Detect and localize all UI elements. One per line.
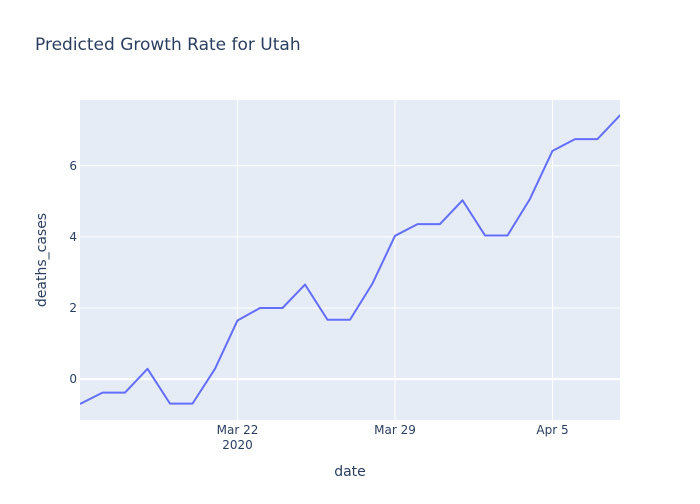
x-tick-label: Mar 22 [217, 423, 259, 437]
chart-title: Predicted Growth Rate for Utah [35, 35, 301, 55]
y-tick-label: 2 [69, 301, 77, 315]
y-axis-title: deaths_cases [34, 213, 50, 307]
y-tick-label: 4 [69, 230, 77, 244]
series-line [80, 114, 620, 405]
x-tick-label: Mar 29 [374, 423, 416, 437]
x-tick-sublabel: 2020 [222, 438, 253, 452]
grid-layer [80, 100, 620, 420]
x-tick-label: Apr 5 [536, 423, 568, 437]
plot-area [80, 100, 620, 420]
y-tick-label: 0 [69, 372, 77, 386]
y-tick-label: 6 [69, 159, 77, 173]
series-layer [80, 114, 620, 405]
x-axis-title: date [334, 464, 366, 480]
